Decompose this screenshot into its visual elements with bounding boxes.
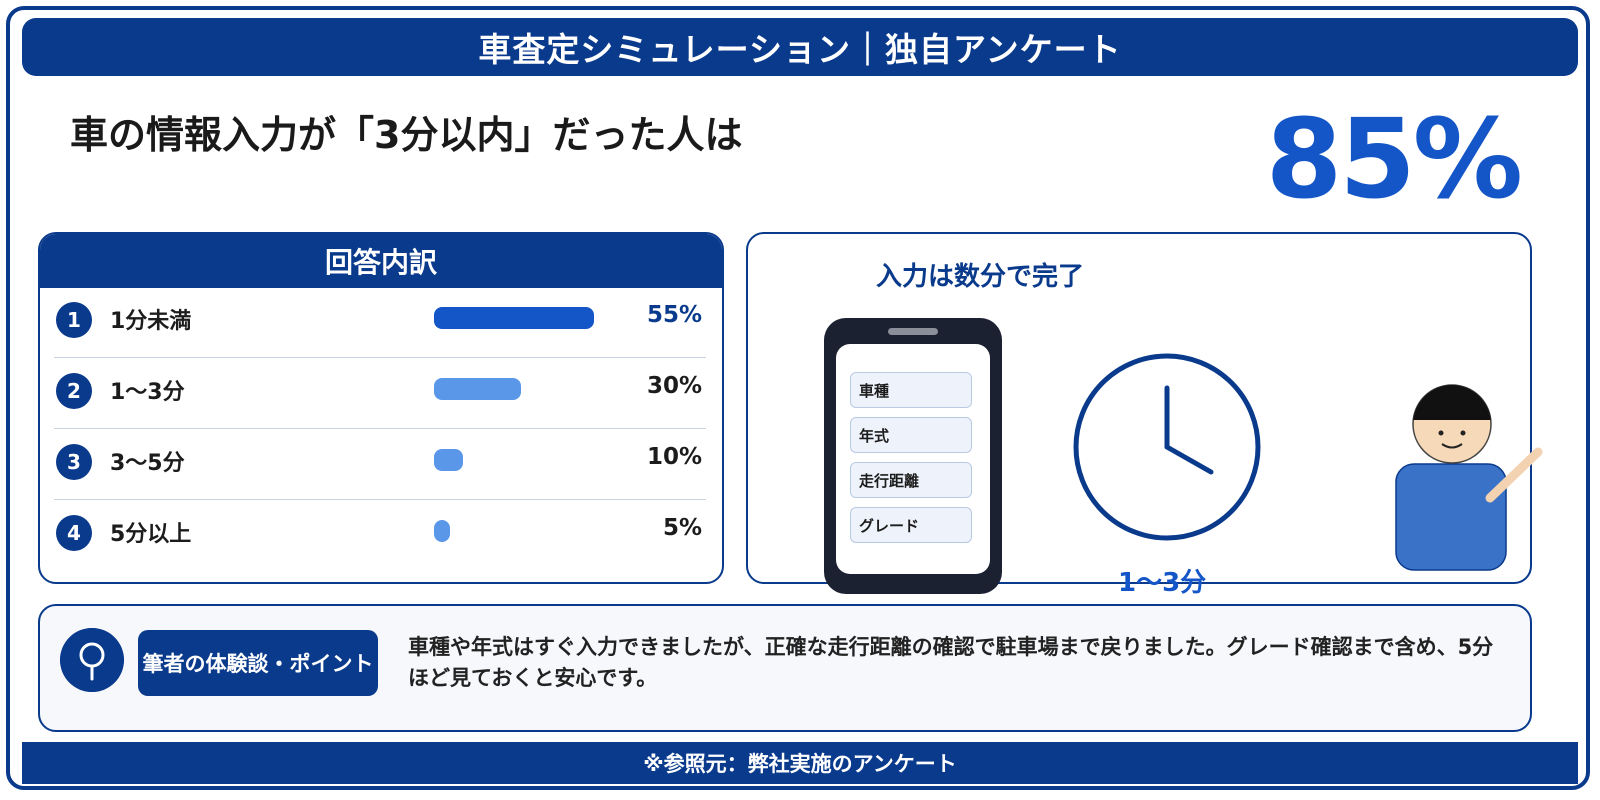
- phone-screen: 車種 年式 走行距離 グレード: [836, 344, 990, 574]
- source-note: ※参照元：弊社実施のアンケート: [22, 742, 1578, 784]
- form-field-grade: グレード: [850, 507, 972, 543]
- lightbulb-icon: [60, 628, 124, 692]
- bar-track: [434, 378, 634, 400]
- row-percentage: 10%: [646, 444, 702, 470]
- row-label: 1〜3分: [110, 380, 185, 405]
- row-label: 1分未満: [110, 309, 192, 334]
- row-label: 5分以上: [110, 522, 192, 547]
- person-illustration: [1395, 384, 1543, 571]
- row-divider: [54, 357, 706, 358]
- highlight-percentage: 85%: [1265, 95, 1523, 223]
- row-percentage: 30%: [646, 373, 702, 399]
- breakdown-row: 3 3〜5分 10%: [54, 428, 706, 499]
- bar: [434, 449, 463, 471]
- clock-caption: 1〜3分: [1118, 568, 1207, 598]
- form-field-car-type: 車種: [850, 372, 972, 408]
- bar: [434, 307, 594, 329]
- page-title: 車査定シミュレーション｜独自アンケート: [22, 18, 1578, 76]
- phone-speaker: [888, 328, 938, 335]
- form-field-year: 年式: [850, 417, 972, 453]
- illustration-title: 入力は数分で完了: [876, 262, 1085, 292]
- rank-badge: 1: [56, 302, 92, 338]
- rank-badge: 2: [56, 373, 92, 409]
- bar-track: [434, 520, 634, 542]
- bar-track: [434, 449, 634, 471]
- form-field-mileage: 走行距離: [850, 462, 972, 498]
- row-divider: [54, 428, 706, 429]
- breakdown-row: 4 5分以上 5%: [54, 499, 706, 570]
- clock-icon: [1073, 353, 1261, 541]
- headline: 車の情報入力が「3分以内」だった人は: [70, 113, 743, 157]
- rank-badge: 4: [56, 515, 92, 551]
- breakdown-panel: 回答内訳: [38, 232, 724, 584]
- bar-track: [434, 307, 634, 329]
- tip-box: [38, 604, 1532, 732]
- bar: [434, 520, 450, 542]
- row-percentage: 5%: [662, 515, 702, 541]
- row-percentage: 55%: [646, 302, 702, 328]
- tip-tag: 筆者の体験談・ポイント: [138, 630, 378, 696]
- smartphone-illustration: 車種 年式 走行距離 グレード: [824, 318, 1002, 594]
- bar: [434, 378, 521, 400]
- outer-frame: [6, 6, 1590, 790]
- tip-text: 車種や年式はすぐ入力できましたが、正確な走行距離の確認で駐車場まで戻りました。グ…: [408, 635, 1494, 690]
- breakdown-row: 1 1分未満 55%: [54, 286, 706, 357]
- row-label: 3〜5分: [110, 451, 185, 476]
- breakdown-title: 回答内訳: [40, 234, 722, 288]
- rank-badge: 3: [56, 444, 92, 480]
- row-divider: [54, 499, 706, 500]
- breakdown-row: 2 1〜3分 30%: [54, 357, 706, 428]
